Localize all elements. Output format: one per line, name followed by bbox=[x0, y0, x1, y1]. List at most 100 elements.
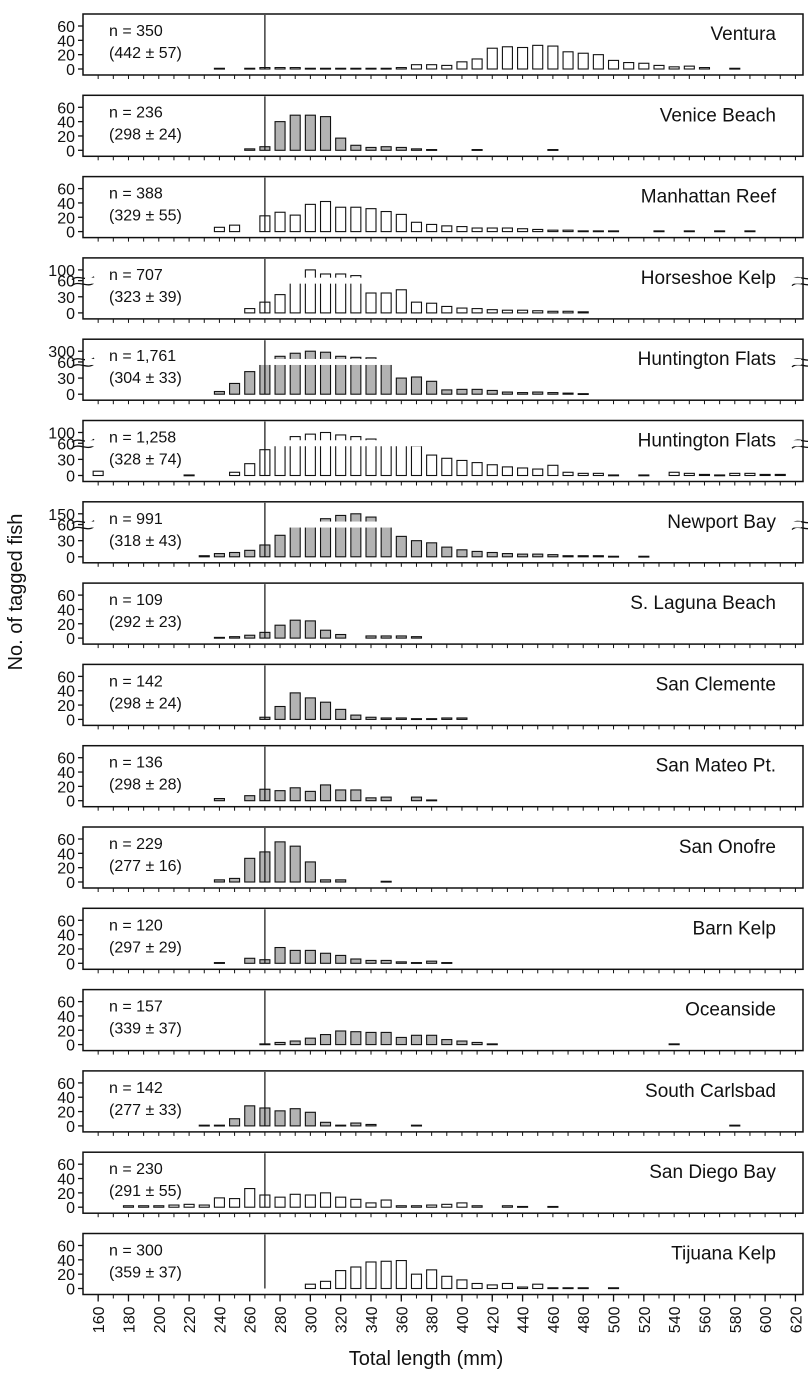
x-tick-label: 620 bbox=[788, 1306, 805, 1333]
histogram-bar bbox=[335, 137, 347, 151]
histogram-bar bbox=[274, 294, 286, 314]
y-tick-label: 0 bbox=[66, 387, 75, 404]
histogram-bar bbox=[471, 1041, 483, 1046]
sample-size-label: n = 707 bbox=[109, 267, 163, 284]
site-name-label: Venice Beach bbox=[660, 105, 776, 126]
histogram-bar bbox=[607, 474, 620, 477]
histogram-bar bbox=[714, 230, 726, 233]
histogram-bar bbox=[501, 227, 513, 233]
histogram-bar bbox=[213, 553, 225, 558]
y-tick-label: 40 bbox=[57, 1009, 75, 1026]
histogram-bar bbox=[774, 473, 786, 477]
histogram-bar bbox=[304, 522, 316, 558]
histogram-bar bbox=[380, 880, 392, 883]
sample-size-label: n = 142 bbox=[109, 1080, 163, 1097]
histogram-bar bbox=[547, 1287, 559, 1290]
histogram-bar bbox=[274, 211, 286, 233]
histogram-bar bbox=[683, 65, 695, 70]
y-tick-label: 20 bbox=[57, 1267, 75, 1284]
histogram-bar bbox=[229, 551, 241, 558]
histogram-bar bbox=[244, 463, 256, 477]
histogram-bar bbox=[744, 230, 756, 233]
y-tick-label: 60 bbox=[57, 274, 75, 291]
histogram-bar bbox=[592, 472, 604, 477]
histogram-bar bbox=[410, 148, 423, 151]
histogram-bar bbox=[471, 149, 483, 151]
histogram-bar bbox=[92, 470, 104, 477]
histogram-bar bbox=[607, 59, 620, 70]
histogram-bar bbox=[365, 959, 377, 964]
histogram-bar bbox=[289, 114, 301, 151]
histogram-bar bbox=[532, 553, 544, 558]
histogram-bar bbox=[319, 784, 332, 802]
histogram-bar bbox=[335, 1124, 347, 1127]
histogram-bar bbox=[319, 1121, 332, 1127]
histogram-bar bbox=[213, 390, 225, 395]
histogram-bar bbox=[395, 213, 407, 233]
histogram-bar bbox=[319, 431, 332, 477]
histogram-bar bbox=[426, 64, 438, 70]
histogram-bar bbox=[304, 1111, 316, 1127]
histogram-bar bbox=[304, 67, 316, 70]
histogram-bar bbox=[213, 962, 225, 964]
histogram-bar bbox=[501, 1205, 513, 1208]
histogram-bar bbox=[350, 1122, 362, 1127]
histogram-bar bbox=[304, 790, 316, 802]
y-tick-label: 60 bbox=[57, 182, 75, 199]
histogram-bar bbox=[714, 474, 726, 477]
histogram-bar bbox=[319, 351, 332, 395]
histogram-bar bbox=[274, 841, 286, 883]
mean-sd-label: (292 ± 23) bbox=[109, 614, 182, 631]
axis-break-mark bbox=[71, 363, 95, 368]
histogram-bar bbox=[395, 1260, 407, 1290]
histogram-bar bbox=[426, 1204, 438, 1208]
histogram-bar bbox=[668, 66, 680, 70]
histogram-bar bbox=[244, 1188, 256, 1208]
histogram-bar bbox=[274, 67, 286, 70]
histogram-bar bbox=[441, 962, 453, 964]
histogram-bar bbox=[304, 433, 316, 477]
histogram-bar bbox=[380, 635, 392, 639]
site-name-label: Huntington Flats bbox=[638, 349, 776, 370]
histogram-bar bbox=[289, 949, 301, 964]
y-tick-label: 0 bbox=[66, 794, 75, 811]
histogram-bar bbox=[517, 1205, 529, 1208]
histogram-bar bbox=[304, 1037, 316, 1046]
sample-size-label: n = 230 bbox=[109, 1161, 163, 1178]
histogram-bar bbox=[183, 1203, 195, 1208]
site-name-label: Ventura bbox=[711, 24, 777, 45]
histogram-bar bbox=[562, 229, 574, 233]
histogram-bar bbox=[319, 1280, 332, 1290]
histogram-bar bbox=[198, 1204, 210, 1208]
sample-size-label: n = 350 bbox=[109, 23, 163, 40]
histogram-bar bbox=[426, 302, 438, 314]
histogram-bar bbox=[547, 464, 559, 477]
histogram-bar bbox=[410, 718, 423, 721]
histogram-bar bbox=[289, 692, 301, 720]
histogram-bar bbox=[304, 1283, 316, 1290]
histogram-bar bbox=[274, 441, 286, 477]
histogram-bar bbox=[335, 1196, 347, 1208]
histogram-bar bbox=[380, 1260, 392, 1290]
site-name-label: Newport Bay bbox=[667, 512, 776, 533]
histogram-bar bbox=[607, 1287, 620, 1290]
histogram-bar bbox=[426, 799, 438, 802]
histogram-bar bbox=[350, 789, 362, 802]
y-tick-label: 0 bbox=[66, 225, 75, 242]
histogram-bar bbox=[395, 377, 407, 395]
y-tick-label: 60 bbox=[57, 1076, 75, 1093]
histogram-bar bbox=[547, 392, 559, 395]
histogram-bar bbox=[577, 1287, 589, 1290]
mean-sd-label: (329 ± 55) bbox=[109, 208, 182, 225]
histogram-bar bbox=[471, 1282, 483, 1290]
histogram-bar bbox=[274, 624, 286, 639]
x-tick-label: 420 bbox=[485, 1306, 502, 1333]
histogram-bar bbox=[486, 227, 498, 233]
y-tick-label: 60 bbox=[57, 588, 75, 605]
histogram-bar bbox=[289, 787, 301, 802]
site-name-label: San Mateo Pt. bbox=[656, 756, 776, 777]
histogram-bar bbox=[213, 1124, 225, 1127]
histogram-bar bbox=[410, 1124, 423, 1127]
